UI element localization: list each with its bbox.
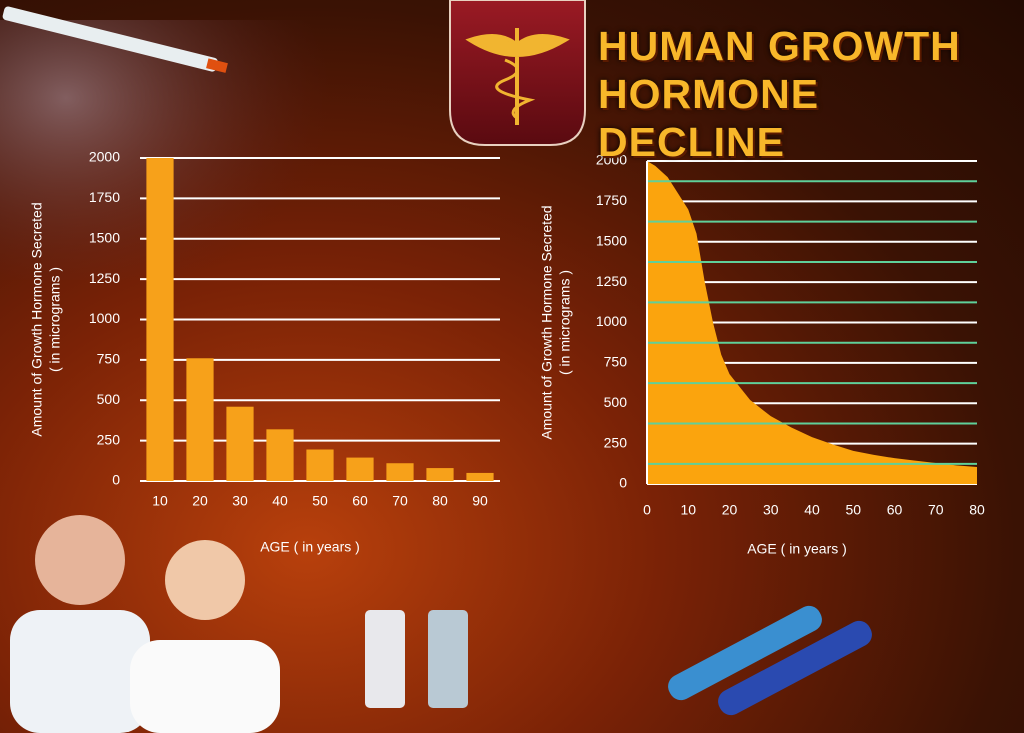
title: HUMAN GROWTH HORMONE DECLINE — [598, 23, 961, 165]
x-tick-label: 90 — [472, 493, 488, 509]
x-tick-label: 20 — [722, 502, 738, 518]
y-tick-label: 2000 — [596, 152, 627, 168]
y-tick-label: 750 — [604, 354, 628, 370]
x-tick-label: 70 — [928, 502, 944, 518]
pen — [718, 620, 872, 716]
y-axis-label: Amount of Growth Hormone Secreted — [29, 202, 45, 436]
x-tick-label: 60 — [352, 493, 368, 509]
y-tick-label: 500 — [97, 391, 121, 407]
bar — [466, 472, 494, 481]
x-axis-label: AGE ( in years ) — [260, 539, 360, 555]
x-tick-label: 50 — [845, 502, 861, 518]
doctor-photo — [165, 540, 245, 620]
x-tick-label: 30 — [232, 493, 248, 509]
x-tick-label: 80 — [969, 502, 985, 518]
y-tick-label: 1250 — [596, 273, 627, 289]
y-tick-label: 1750 — [89, 189, 120, 205]
bar — [426, 468, 454, 481]
caduceus-snake — [495, 58, 536, 120]
y-tick-label: 500 — [604, 394, 628, 410]
vial — [428, 610, 468, 708]
pen — [668, 605, 822, 701]
y-tick-label: 250 — [97, 431, 121, 447]
area — [647, 161, 977, 484]
x-tick-label: 50 — [312, 493, 328, 509]
bar — [346, 457, 374, 481]
x-tick-label: 40 — [272, 493, 288, 509]
x-tick-label: 10 — [152, 493, 168, 509]
y-tick-label: 1500 — [89, 229, 120, 245]
doctor-photo — [35, 515, 125, 605]
vial — [365, 610, 405, 708]
syringe — [2, 6, 228, 73]
y-axis-label: ( in micrograms ) — [47, 267, 63, 372]
x-tick-label: 30 — [763, 502, 779, 518]
x-tick-label: 60 — [887, 502, 903, 518]
doctor-photo — [130, 640, 280, 733]
y-axis-label: Amount of Growth Hormone Secreted — [539, 205, 555, 439]
x-tick-label: 20 — [192, 493, 208, 509]
y-tick-label: 0 — [619, 475, 627, 491]
x-tick-label: 0 — [643, 502, 651, 518]
y-tick-label: 1000 — [89, 310, 120, 326]
x-tick-label: 40 — [804, 502, 820, 518]
y-tick-label: 0 — [112, 472, 120, 488]
bar — [306, 449, 334, 481]
bar — [386, 463, 414, 481]
y-tick-label: 1750 — [596, 192, 627, 208]
x-tick-label: 10 — [680, 502, 696, 518]
y-tick-label: 1000 — [596, 313, 627, 329]
bar — [146, 158, 174, 481]
bar — [226, 406, 254, 481]
x-tick-label: 80 — [432, 493, 448, 509]
x-axis-label: AGE ( in years ) — [747, 541, 847, 557]
y-tick-label: 1500 — [596, 232, 627, 248]
y-axis-label: ( in micrograms ) — [557, 270, 573, 375]
y-tick-label: 250 — [604, 434, 628, 450]
caduceus-icon — [465, 28, 570, 125]
y-tick-label: 1250 — [89, 270, 120, 286]
bar — [266, 429, 294, 481]
y-tick-label: 2000 — [89, 149, 120, 165]
doctor-photo — [10, 610, 150, 733]
y-tick-label: 750 — [97, 351, 121, 367]
bar — [186, 358, 214, 481]
x-tick-label: 70 — [392, 493, 408, 509]
